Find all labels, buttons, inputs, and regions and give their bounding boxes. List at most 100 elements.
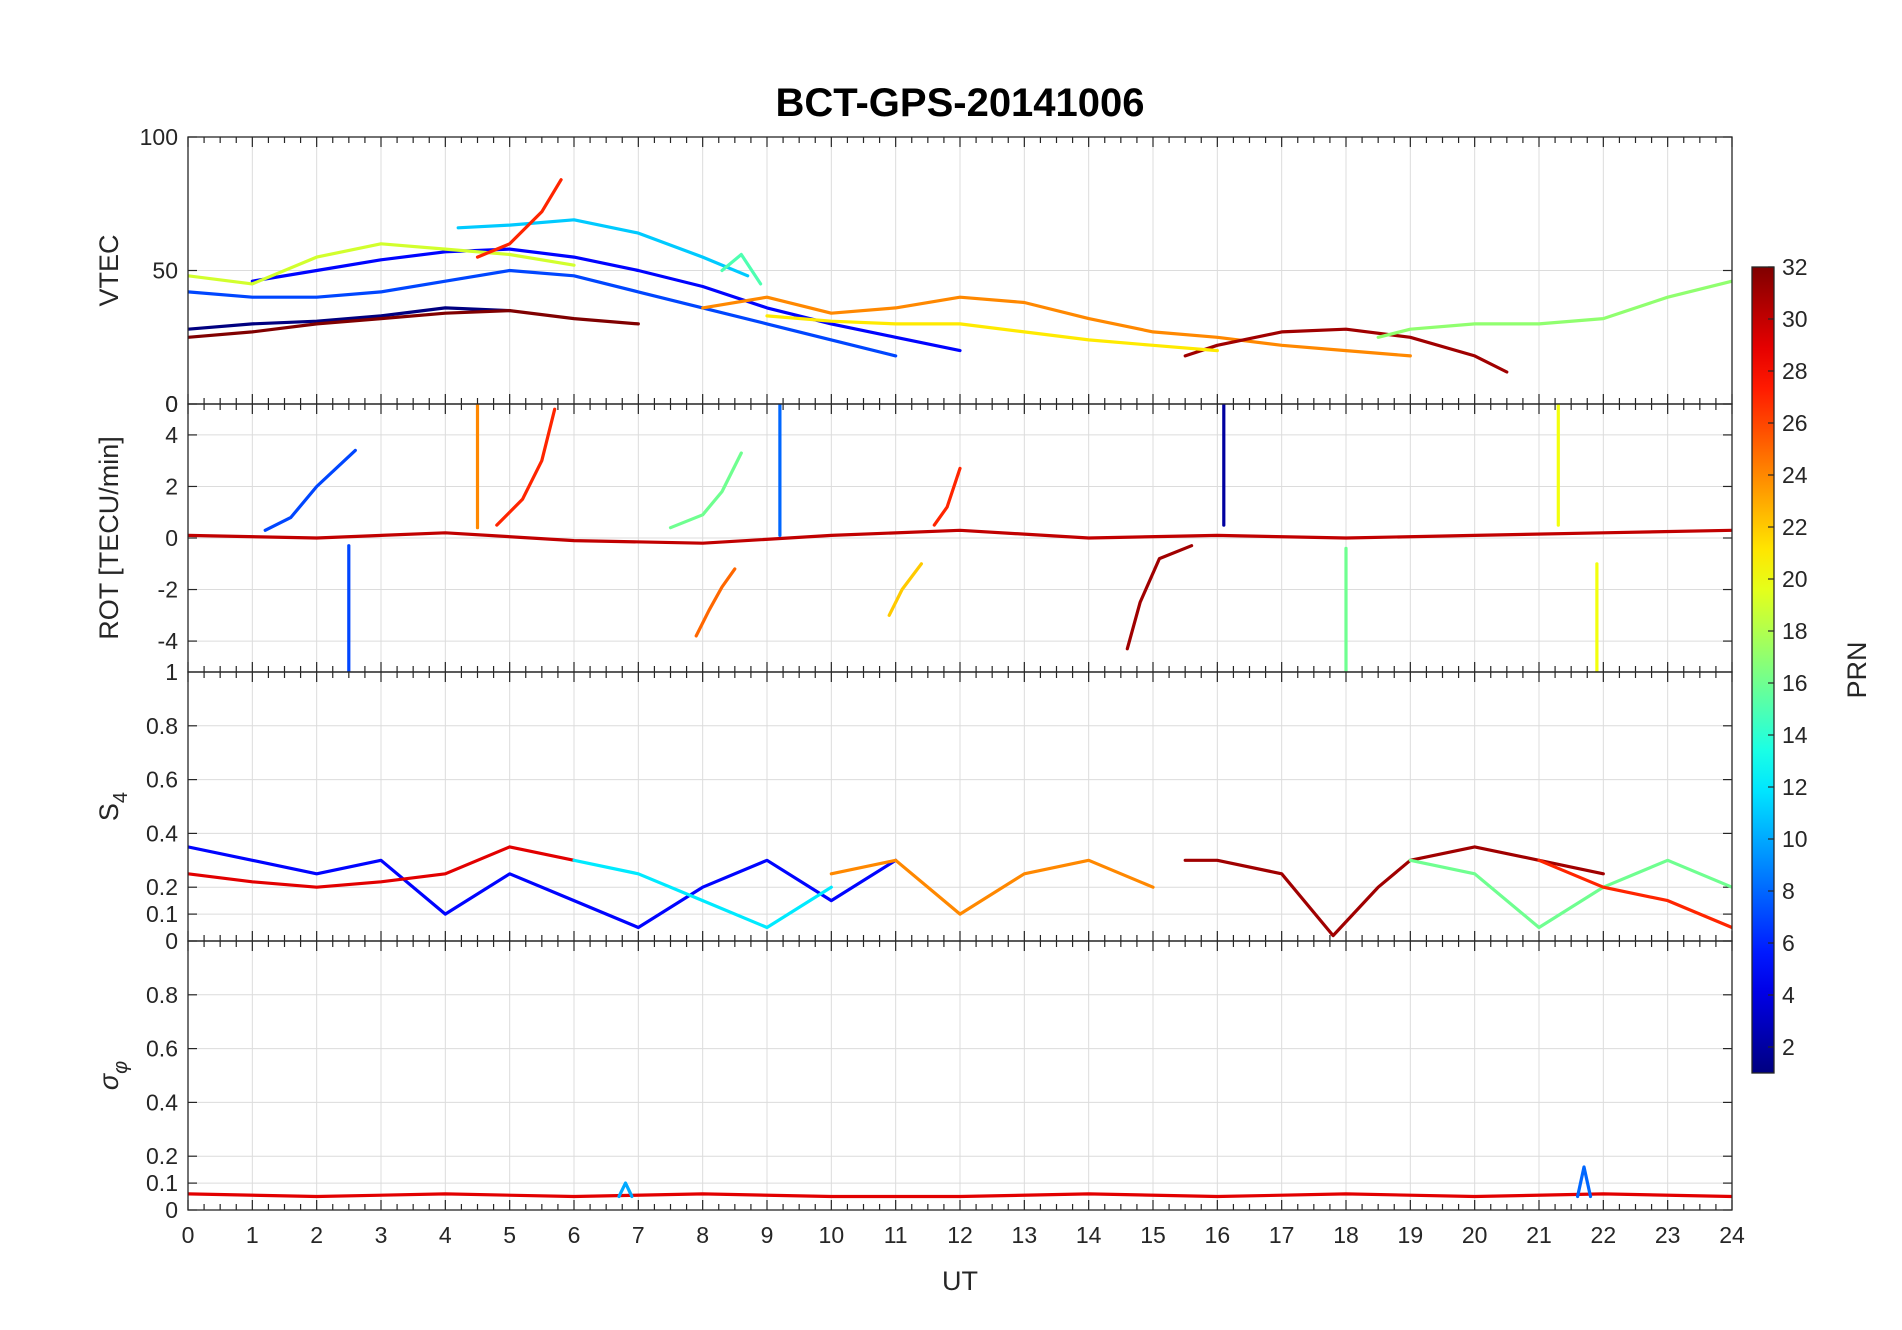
series-prn-27: [932, 466, 962, 527]
series-prn-29: [188, 1192, 1732, 1199]
colorbar-tick-label: 18: [1782, 618, 1808, 644]
x-tick-label: 14: [1076, 1222, 1102, 1248]
y-axis-label: σφ: [94, 1061, 132, 1090]
x-axis-label: UT: [942, 1266, 978, 1296]
series-prn-32: [188, 309, 640, 339]
colorbar-tick-label: 8: [1782, 878, 1795, 904]
series-prn-5: [188, 845, 898, 930]
y-tick-label: 0.8: [146, 982, 178, 1008]
series-prn-31: [1183, 845, 1605, 938]
y-tick-label: 0.6: [146, 1036, 178, 1062]
colorbar-gradient: [1752, 267, 1774, 1073]
series-prn-25: [694, 567, 737, 638]
panel-2: -4 -2 0 2 4 0 ROT [TECU/min]: [94, 391, 1733, 673]
y-tick-label: 4: [165, 422, 178, 448]
series-prn-12: [572, 858, 833, 930]
x-tick-label: 22: [1591, 1222, 1617, 1248]
panel-series-group: [188, 1165, 1732, 1199]
colorbar-tick-label: 28: [1782, 358, 1808, 384]
series-prn-17: [1376, 279, 1732, 339]
panel-series-group: [188, 845, 1732, 938]
x-tick-label: 24: [1719, 1222, 1745, 1248]
x-tick-label: 18: [1333, 1222, 1359, 1248]
colorbar-tick-label: 20: [1782, 566, 1808, 592]
y-tick-label: 0.1: [146, 901, 178, 927]
x-tick-label: 19: [1398, 1222, 1424, 1248]
colorbar-tick-label: 22: [1782, 514, 1808, 540]
y-tick-label: 0.4: [146, 820, 178, 846]
y-tick-label: 0.2: [146, 874, 178, 900]
panel-1: 0 50 100 VTEC: [94, 124, 1733, 417]
y-tick-label: 0.4: [146, 1089, 178, 1115]
colorbar-frame: [1751, 266, 1775, 1074]
series-prn-31: [1183, 327, 1509, 374]
panel-frame: [187, 940, 1733, 1211]
series-prn-31: [1125, 544, 1194, 651]
series-prn-1: [188, 306, 512, 331]
x-tick-label: 0: [182, 1222, 195, 1248]
y-tick-label: 0: [165, 525, 178, 551]
x-tick-label: 20: [1462, 1222, 1488, 1248]
series-prn-5: [250, 247, 962, 353]
y-axis-label: ROT [TECU/min]: [94, 436, 124, 640]
x-tick-label: 1: [246, 1222, 259, 1248]
series-prn-24: [829, 858, 1155, 916]
x-tick-label: 17: [1269, 1222, 1295, 1248]
series-prn-21: [765, 314, 1219, 353]
y-tick-label: 0: [165, 391, 178, 417]
y-tick-label: 0: [165, 391, 178, 417]
colorbar-tick-label: 24: [1782, 462, 1808, 488]
series-prn-7: [188, 268, 898, 358]
y-tick-label: 0: [165, 1197, 178, 1223]
x-tick-label: 9: [761, 1222, 774, 1248]
y-tick-label: 50: [152, 258, 178, 284]
y-tick-label: 0.8: [146, 713, 178, 739]
series-prn-7: [263, 448, 357, 532]
x-tick-label: 10: [819, 1222, 845, 1248]
x-tick-label: 11: [884, 1222, 908, 1248]
series-prn-19: [188, 242, 576, 286]
y-axis-label: VTEC: [94, 234, 124, 306]
colorbar-tick-label: 16: [1782, 670, 1808, 696]
series-prn-15: [720, 252, 763, 286]
x-axis: 0 1 2 3 4 5 6 7 8 9 10 11 12 13 14 15 16 17 18 19 20 21 22 23 24: [182, 1222, 1745, 1248]
x-tick-label: 4: [439, 1222, 452, 1248]
x-tick-label: 8: [696, 1222, 709, 1248]
panel-3: 00.10.2 0.4 0.6 0.8 1 S4: [94, 659, 1733, 954]
colorbar-tick-label: 30: [1782, 306, 1808, 332]
x-tick-label: 13: [1012, 1222, 1038, 1248]
series-prn-27: [1537, 858, 1732, 930]
series-prn-16: [1408, 858, 1732, 930]
colorbar-tick-label: 10: [1782, 826, 1808, 852]
panel-series-group: [188, 404, 1732, 672]
x-tick-label: 23: [1655, 1222, 1681, 1248]
colorbar-tick-label: 26: [1782, 410, 1808, 436]
y-tick-label: -4: [158, 628, 179, 654]
y-tick-label: 0.1: [146, 1170, 178, 1196]
colorbar-label: PRN: [1842, 641, 1872, 698]
series-prn-30: [188, 528, 1732, 545]
series-prn-24: [701, 295, 1412, 358]
series-prn-11: [456, 218, 750, 278]
colorbar-tick-label: 4: [1782, 982, 1795, 1008]
series-prn-10: [617, 1181, 634, 1199]
x-tick-label: 7: [632, 1222, 645, 1248]
y-tick-label: -2: [158, 577, 178, 603]
series-prn-27: [495, 407, 557, 527]
colorbar-tick-label: 32: [1782, 254, 1808, 280]
x-tick-label: 12: [947, 1222, 973, 1248]
chart-title: BCT-GPS-20141006: [775, 81, 1144, 125]
x-tick-label: 6: [568, 1222, 581, 1248]
x-tick-label: 21: [1526, 1222, 1552, 1248]
y-tick-label: 0: [165, 928, 178, 954]
y-tick-label: 0.6: [146, 767, 178, 793]
y-tick-label: 0.2: [146, 1143, 178, 1169]
series-prn-16: [668, 451, 743, 530]
colorbar-tick-label: 6: [1782, 930, 1795, 956]
series-prn-29: [188, 845, 576, 889]
colorbar-tick-label: 2: [1782, 1034, 1795, 1060]
colorbar-tick-label: 12: [1782, 774, 1808, 800]
